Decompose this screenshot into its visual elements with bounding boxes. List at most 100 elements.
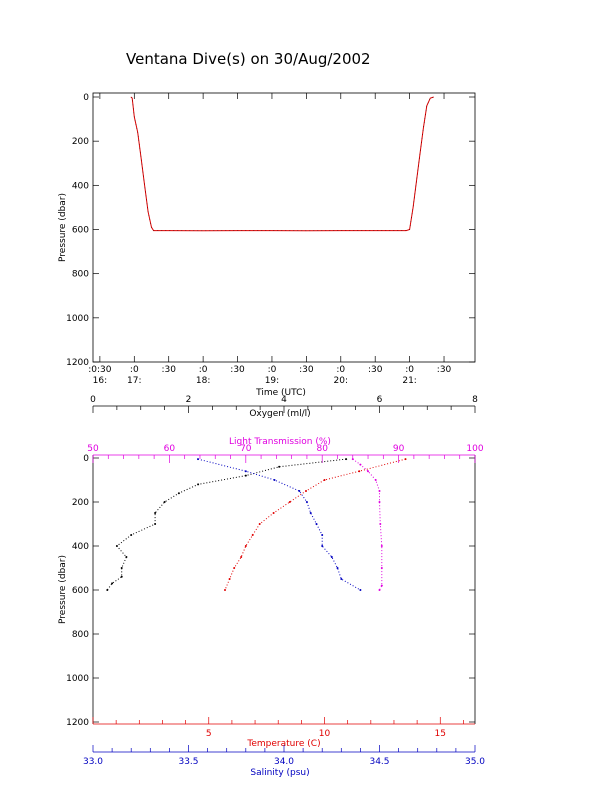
profile-light-point <box>378 501 381 503</box>
plot1-xtick-label: :0 <box>199 365 208 375</box>
profile-oxygen-point <box>154 523 157 525</box>
plot1-xtick-label: :0 <box>336 365 345 375</box>
profile-oxygen-point <box>278 465 281 468</box>
profile-salinity-point <box>336 567 339 569</box>
plot2-ytick-label: 0 <box>83 454 89 464</box>
plot1-xtick-label: :30 <box>368 365 383 375</box>
profile-temperature-point <box>224 589 226 591</box>
profile-salinity-point <box>340 578 343 580</box>
profile-temperature-point <box>358 470 361 473</box>
profile-temperature-point <box>251 534 254 536</box>
profile-light-point <box>380 545 383 547</box>
plot1-xtick-label-hour: 18: <box>196 376 210 386</box>
oxygen-tick-label: 6 <box>377 395 383 405</box>
plot1-ytick-label: 400 <box>72 181 89 191</box>
temperature-axis-label: Temperature (C) <box>246 739 320 749</box>
profile-light-point <box>378 589 381 591</box>
plot1-frame <box>92 92 476 363</box>
profile-temperature-point <box>288 501 291 503</box>
profile-oxygen-point <box>177 492 180 495</box>
profile-temperature-point <box>272 512 275 514</box>
oxygen-tick-label: 2 <box>186 395 192 405</box>
plot1-xtick-label: :30 <box>299 365 314 375</box>
profile-oxygen-point <box>197 483 200 486</box>
profile-temperature-point <box>244 545 247 547</box>
profile-salinity-point <box>359 589 362 591</box>
plot2-ylabel: Pressure (dbar) <box>58 555 68 624</box>
profile-temperature-point <box>258 523 261 525</box>
profile-salinity-point <box>197 458 199 461</box>
plot1-xtick-label: :0:30 <box>88 365 112 375</box>
plot1-xtick-label-hour: 21: <box>402 376 416 386</box>
profile-oxygen-point <box>345 458 348 461</box>
salinity-tick-label: 34.0 <box>274 757 294 767</box>
oxygen-tick-label: 4 <box>281 395 287 405</box>
plot1-xtick-label-hour: 19: <box>265 376 279 386</box>
plot1-xtick-label: :0 <box>405 365 414 375</box>
profile-oxygen-point <box>120 567 123 569</box>
plot1-ytick-label: 0 <box>83 93 89 103</box>
plot1-ytick-label: 1000 <box>66 314 89 324</box>
profile-temperature-point <box>240 556 243 558</box>
plot1-xtick-label: :0 <box>268 365 277 375</box>
profile-temperature-point <box>404 458 407 461</box>
profile-light-point <box>367 470 369 473</box>
profile-temperature-point <box>323 479 326 481</box>
profile-light-point <box>378 490 381 492</box>
profile-salinity-point <box>273 479 276 481</box>
profile-light-point <box>380 584 383 587</box>
profile-temperature-point <box>228 578 231 580</box>
plot1-ytick-label: 200 <box>72 137 89 147</box>
plot1-ytick-label: 1200 <box>66 358 89 368</box>
profile-light-line <box>352 458 383 591</box>
light-tick-label: 70 <box>240 444 252 454</box>
plot2-ytick-label: 600 <box>72 586 89 596</box>
light-tick-label: 80 <box>316 444 328 454</box>
profile-salinity-point <box>298 490 301 492</box>
profile-oxygen-line <box>106 458 347 591</box>
profile-oxygen-point <box>125 556 128 558</box>
salinity-tick-label: 33.0 <box>83 757 103 767</box>
profile-light-point <box>351 458 354 461</box>
plot1-xtick-label-hour: 20: <box>334 376 348 386</box>
light-tick-label: 100 <box>466 444 483 454</box>
temperature-tick-label: 10 <box>319 729 331 739</box>
oxygen-axis-label: Oxygen (ml/l) <box>249 409 310 419</box>
plot1-series-line <box>130 96 434 232</box>
profile-salinity-point <box>321 545 324 547</box>
plot1-xtick-label: :30 <box>161 365 176 375</box>
plot2-ytick-label: 400 <box>72 542 89 552</box>
plot1-series-overlay <box>130 96 434 232</box>
oxygen-tick-label: 0 <box>90 395 96 405</box>
page-title: Ventana Dive(s) on 30/Aug/2002 <box>126 50 371 68</box>
profile-oxygen-point <box>154 512 157 514</box>
light-tick-label: 50 <box>87 444 99 454</box>
profile-salinity-line <box>197 458 361 591</box>
plot1-ytick-label: 800 <box>72 270 89 280</box>
light-tick-label: 90 <box>393 444 405 454</box>
salinity-tick-label: 33.5 <box>178 757 198 767</box>
profile-temperature-point <box>233 567 236 569</box>
profile-salinity-point <box>315 523 318 525</box>
profile-temperature-line <box>224 458 406 591</box>
salinity-axis-label: Salinity (psu) <box>250 768 309 778</box>
plot1-ylabel: Pressure (dbar) <box>58 193 68 262</box>
profile-light-point <box>374 479 377 481</box>
plot1-xlabel: Time (UTC) <box>255 388 306 398</box>
profile-oxygen-point <box>120 575 123 578</box>
salinity-tick-label: 35.0 <box>465 757 485 767</box>
light-tick-label: 60 <box>164 444 176 454</box>
plot2-ytick-label: 1000 <box>66 674 89 684</box>
profile-light-point <box>380 567 383 569</box>
plot2-ytick-label: 1200 <box>66 718 89 728</box>
plot1-xtick-label-hour: 17: <box>127 376 141 386</box>
profile-light-point <box>359 463 362 466</box>
plot1-xtick-label-hour: 16: <box>93 376 107 386</box>
profile-salinity-point <box>330 556 333 558</box>
profile-salinity-point <box>305 501 308 503</box>
profile-salinity-point <box>244 470 247 473</box>
plot1-xtick-label: :30 <box>230 365 245 375</box>
temperature-tick-label: 5 <box>206 729 212 739</box>
profile-salinity-point <box>321 534 324 536</box>
